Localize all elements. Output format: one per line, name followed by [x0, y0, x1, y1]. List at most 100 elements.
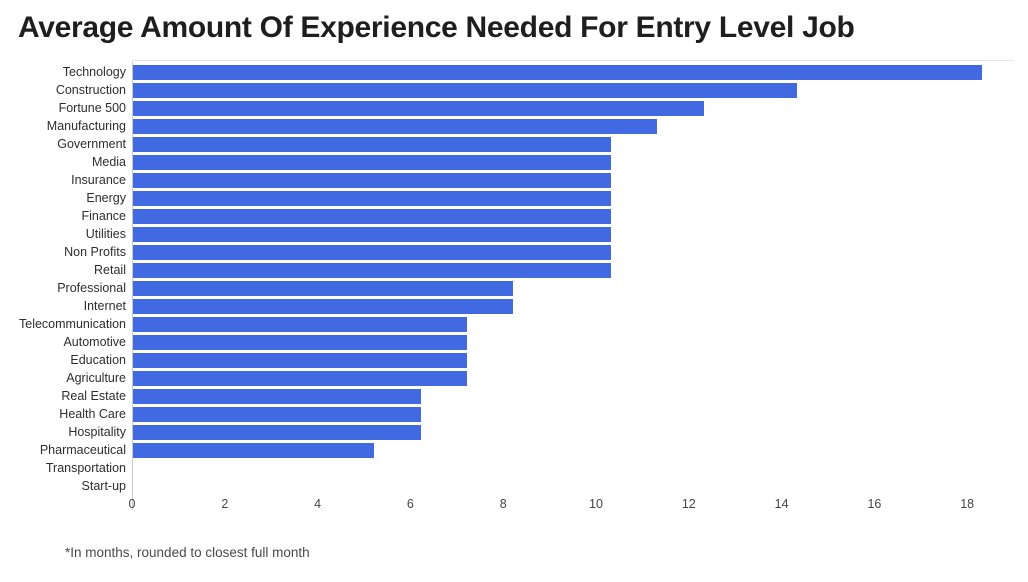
- bar-non-profits[interactable]: [133, 244, 611, 260]
- chart-row: Utilities: [0, 225, 1028, 243]
- x-axis: 0 2 4 6 8 10 12 14 16 18: [0, 497, 1028, 515]
- bar-automotive[interactable]: [133, 334, 468, 350]
- bar-pharmaceutical[interactable]: [133, 442, 375, 458]
- category-label-utilities: Utilities: [85, 227, 126, 241]
- x-tick-label-12: 12: [681, 497, 696, 511]
- category-label-technology: Technology: [62, 65, 126, 79]
- chart-rows: Technology Construction Fortune 500 Manufac…: [0, 63, 1028, 495]
- category-label-insurance: Insurance: [71, 173, 126, 187]
- category-label-non-profits: Non Profits: [64, 245, 126, 259]
- y-axis-line: [132, 62, 133, 510]
- category-label-education: Education: [70, 353, 126, 367]
- bar-track: [133, 136, 1028, 152]
- x-tick-label-0: 0: [128, 497, 136, 511]
- bar-government[interactable]: [133, 136, 611, 152]
- bar-track: [133, 118, 1028, 134]
- category-label-hospitality: Hospitality: [68, 425, 126, 439]
- x-tick-label-18: 18: [960, 497, 975, 511]
- chart-row: Government: [0, 135, 1028, 153]
- bar-utilities[interactable]: [133, 226, 611, 242]
- category-label-automotive: Automotive: [63, 335, 126, 349]
- x-tick-label-10: 10: [589, 497, 603, 511]
- bar-agriculture[interactable]: [133, 370, 468, 386]
- bar-hospitality[interactable]: [133, 424, 421, 440]
- bar-track: [133, 461, 1028, 476]
- category-label-media: Media: [91, 155, 126, 169]
- bar-education[interactable]: [133, 352, 468, 368]
- x-tick-label-14: 14: [774, 497, 789, 511]
- category-label-health-care: Health Care: [59, 407, 126, 421]
- bar-track: [133, 442, 1028, 458]
- bar-track: [133, 406, 1028, 422]
- chart-row: Manufacturing: [0, 117, 1028, 135]
- bar-fortune-500[interactable]: [133, 100, 704, 116]
- chart-row: Non Profits: [0, 243, 1028, 261]
- chart-row: Professional: [0, 279, 1028, 297]
- chart-row: Hospitality: [0, 423, 1028, 441]
- chart-row: Transportation: [0, 459, 1028, 477]
- chart-row: Start-up: [0, 477, 1028, 495]
- bar-technology[interactable]: [133, 64, 983, 80]
- bar-manufacturing[interactable]: [133, 118, 658, 134]
- bar-telecommunication[interactable]: [133, 316, 468, 332]
- category-label-telecommunication: Telecommunication: [19, 317, 126, 331]
- bar-track: [133, 82, 1028, 98]
- chart-row: Energy: [0, 189, 1028, 207]
- chart-row: Agriculture: [0, 369, 1028, 387]
- plot-top-gridline: [132, 60, 1014, 61]
- bar-track: [133, 208, 1028, 224]
- bar-media[interactable]: [133, 154, 611, 170]
- chart-row: Education: [0, 351, 1028, 369]
- bar-retail[interactable]: [133, 262, 611, 278]
- x-tick-label-8: 8: [499, 497, 507, 511]
- category-label-real-estate: Real Estate: [61, 389, 126, 403]
- chart-row: Telecommunication: [0, 315, 1028, 333]
- chart-row: Media: [0, 153, 1028, 171]
- category-label-finance: Finance: [81, 209, 126, 223]
- bar-track: [133, 388, 1028, 404]
- category-label-internet: Internet: [83, 299, 126, 313]
- chart-row: Internet: [0, 297, 1028, 315]
- bar-health-care[interactable]: [133, 406, 421, 422]
- x-tick-label-6: 6: [406, 497, 414, 511]
- bar-track: [133, 334, 1028, 350]
- bar-track: [133, 479, 1028, 494]
- chart-row: Fortune 500: [0, 99, 1028, 117]
- bar-track: [133, 424, 1028, 440]
- x-tick-label-2: 2: [221, 497, 229, 511]
- bar-finance[interactable]: [133, 208, 611, 224]
- chart-row: Technology: [0, 63, 1028, 81]
- bar-track: [133, 154, 1028, 170]
- bar-track: [133, 244, 1028, 260]
- bar-track: [133, 316, 1028, 332]
- category-label-fortune-500: Fortune 500: [58, 101, 126, 115]
- x-tick-label-4: 4: [314, 497, 322, 511]
- category-label-transportation: Transportation: [45, 461, 126, 475]
- bar-track: [133, 190, 1028, 206]
- category-label-government: Government: [57, 137, 126, 151]
- chart-row: Pharmaceutical: [0, 441, 1028, 459]
- chart-row: Finance: [0, 207, 1028, 225]
- chart-row: Real Estate: [0, 387, 1028, 405]
- bar-track: [133, 298, 1028, 314]
- category-label-agriculture: Agriculture: [66, 371, 126, 385]
- category-label-energy: Energy: [86, 191, 126, 205]
- bar-track: [133, 172, 1028, 188]
- bar-track: [133, 226, 1028, 242]
- category-label-construction: Construction: [55, 83, 126, 97]
- chart-row: Insurance: [0, 171, 1028, 189]
- chart-title: Average Amount Of Experience Needed For …: [18, 11, 855, 44]
- bar-real-estate[interactable]: [133, 388, 421, 404]
- bar-construction[interactable]: [133, 82, 797, 98]
- bar-professional[interactable]: [133, 280, 514, 296]
- bar-track: [133, 370, 1028, 386]
- bar-internet[interactable]: [133, 298, 514, 314]
- bar-track: [133, 64, 1028, 80]
- bar-track: [133, 280, 1028, 296]
- chart-row: Health Care: [0, 405, 1028, 423]
- bar-track: [133, 100, 1028, 116]
- bar-energy[interactable]: [133, 190, 611, 206]
- bar-insurance[interactable]: [133, 172, 611, 188]
- bar-track: [133, 352, 1028, 368]
